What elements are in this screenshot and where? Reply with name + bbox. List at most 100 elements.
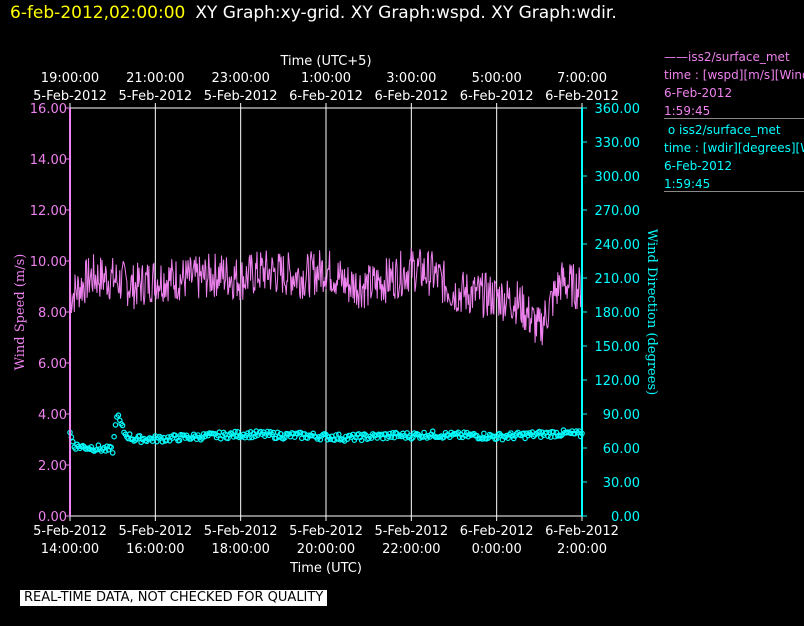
y-right-tick-label: 330.00 xyxy=(595,136,641,151)
top-tick-label-time: 23:00:00 xyxy=(211,71,269,86)
x-tick-label-time: 14:00:00 xyxy=(41,542,99,557)
y-right-tick-label: 180.00 xyxy=(595,306,641,321)
legend-entry-wind-speed: ——iss2/surface_met time : [wspd][m/s][Wi… xyxy=(664,48,804,120)
y-right-tick-label: 60.00 xyxy=(603,442,640,457)
y-left-tick-label: 2.00 xyxy=(38,459,67,474)
wind-direction-point xyxy=(522,435,528,442)
x-tick-label-date: 5-Feb-2012 xyxy=(33,524,107,539)
wind-direction-point xyxy=(481,430,487,437)
x-tick-label-date: 6-Feb-2012 xyxy=(545,524,619,539)
legend-series-desc: time : [wspd][m/s][Wind xyxy=(664,68,804,82)
top-axis-label: Time (UTC+5) xyxy=(279,54,371,69)
wind-direction-point xyxy=(109,450,116,456)
top-tick-label-date: 6-Feb-2012 xyxy=(289,89,363,104)
wind-direction-point xyxy=(132,437,139,443)
top-tick-label-date: 6-Feb-2012 xyxy=(374,89,448,104)
y-right-tick-label: 150.00 xyxy=(595,340,641,355)
top-tick-label-time: 5:00:00 xyxy=(472,71,522,86)
wind-direction-point xyxy=(235,428,241,435)
wind-direction-point xyxy=(136,432,143,439)
wind-direction-point xyxy=(274,429,281,436)
y-left-tick-label: 12.00 xyxy=(30,204,67,219)
wind-direction-point xyxy=(385,433,392,440)
wind-direction-point xyxy=(417,435,423,441)
vertical-grid xyxy=(154,108,498,516)
wind-direction-point xyxy=(536,428,543,435)
wind-direction-point xyxy=(188,436,194,442)
header-graph-titles: XY Graph:xy-grid. XY Graph:wspd. XY Grap… xyxy=(195,3,617,23)
top-tick-label-time: 7:00:00 xyxy=(557,71,607,86)
x-tick-label-time: 22:00:00 xyxy=(382,542,440,557)
y-right-axis-label: Wind Direction (degrees) xyxy=(644,229,659,395)
y-right-tick-label: 30.00 xyxy=(603,476,640,491)
y-left-tick-label: 8.00 xyxy=(38,306,67,321)
top-tick-label-date: 5-Feb-2012 xyxy=(204,89,278,104)
wind-direction-point xyxy=(429,428,436,435)
legend-series-desc: time : [wdir][degrees][W xyxy=(664,141,804,155)
legend-series-time: 1:59:45 xyxy=(664,177,711,191)
top-tick-label-date: 6-Feb-2012 xyxy=(460,89,534,104)
wind-direction-point xyxy=(456,434,463,441)
quality-notice: REAL-TIME DATA, NOT CHECKED FOR QUALITY xyxy=(20,590,328,606)
wind-speed-line xyxy=(69,247,583,346)
header-datetime: 6-feb-2012,02:00:00 xyxy=(10,3,186,23)
wind-direction-point xyxy=(473,432,480,439)
wind-direction-point xyxy=(550,429,557,435)
wind-direction-point xyxy=(102,448,109,454)
axes xyxy=(65,103,587,521)
wind-direction-point xyxy=(402,435,409,441)
wind-speed-series xyxy=(69,247,583,346)
y-right-tick-label: 0.00 xyxy=(611,510,640,525)
wind-direction-point xyxy=(115,412,122,419)
wind-direction-point xyxy=(520,430,527,437)
y-right-tick-label: 90.00 xyxy=(603,408,640,423)
wind-direction-point xyxy=(163,437,170,443)
y-left-tick-label: 16.00 xyxy=(30,102,67,117)
wind-direction-point xyxy=(112,422,119,428)
wind-direction-point xyxy=(252,433,258,440)
y-left-tick-label: 4.00 xyxy=(38,408,67,423)
wind-direction-point xyxy=(525,432,531,439)
x-tick-label-time: 16:00:00 xyxy=(126,542,184,557)
wind-direction-point xyxy=(70,438,76,445)
wind-direction-point xyxy=(119,422,126,429)
legend-series-name: iss2/surface_met xyxy=(688,50,790,64)
y-right-tick-label: 120.00 xyxy=(595,374,641,389)
y-right-tick-label: 360.00 xyxy=(595,102,641,117)
legend-divider xyxy=(664,191,804,192)
x-tick-label-time: 2:00:00 xyxy=(557,542,607,557)
top-tick-label-date: 5-Feb-2012 xyxy=(118,89,192,104)
x-tick-label-time: 20:00:00 xyxy=(297,542,355,557)
wind-direction-point xyxy=(316,433,322,440)
top-tick-label-time: 1:00:00 xyxy=(301,71,351,86)
chart-header: 6-feb-2012,02:00:00 XY Graph:xy-grid. XY … xyxy=(10,2,617,24)
wind-direction-point xyxy=(331,437,338,443)
wind-direction-point xyxy=(232,428,238,435)
y-left-axis-label: Wind Speed (m/s) xyxy=(13,254,28,371)
wind-direction-point xyxy=(425,432,432,439)
wind-direction-point xyxy=(111,433,117,440)
y-right-tick-label: 210.00 xyxy=(595,272,641,287)
legend-line-icon: —— xyxy=(664,50,688,64)
y-left-tick-label: 0.00 xyxy=(38,510,67,525)
wind-direction-point xyxy=(155,435,162,441)
legend-series-time: 1:59:45 xyxy=(664,104,711,118)
wind-direction-point xyxy=(181,432,187,439)
wind-direction-point xyxy=(508,430,514,436)
x-tick-label-date: 6-Feb-2012 xyxy=(460,524,534,539)
y-left-tick-label: 10.00 xyxy=(30,255,67,270)
top-tick-label-date: 6-Feb-2012 xyxy=(545,89,619,104)
y-right-tick-label: 300.00 xyxy=(595,170,641,185)
wind-direction-point xyxy=(218,435,224,442)
legend-series-date: 6-Feb-2012 xyxy=(664,86,733,100)
wind-direction-point xyxy=(230,434,237,440)
wind-direction-point xyxy=(335,431,342,438)
y-right-tick-label: 240.00 xyxy=(595,238,641,253)
wind-direction-point xyxy=(310,430,317,437)
axis-labels: 5-Feb-2012 14:00:00 5-Feb-2012 16:00:00 5-Fe… xyxy=(13,54,659,576)
y-right-tick-label: 270.00 xyxy=(595,204,641,219)
legend-series-name: iss2/surface_met xyxy=(678,123,781,137)
wind-direction-point xyxy=(358,437,365,444)
x-tick-label-date: 5-Feb-2012 xyxy=(289,524,363,539)
